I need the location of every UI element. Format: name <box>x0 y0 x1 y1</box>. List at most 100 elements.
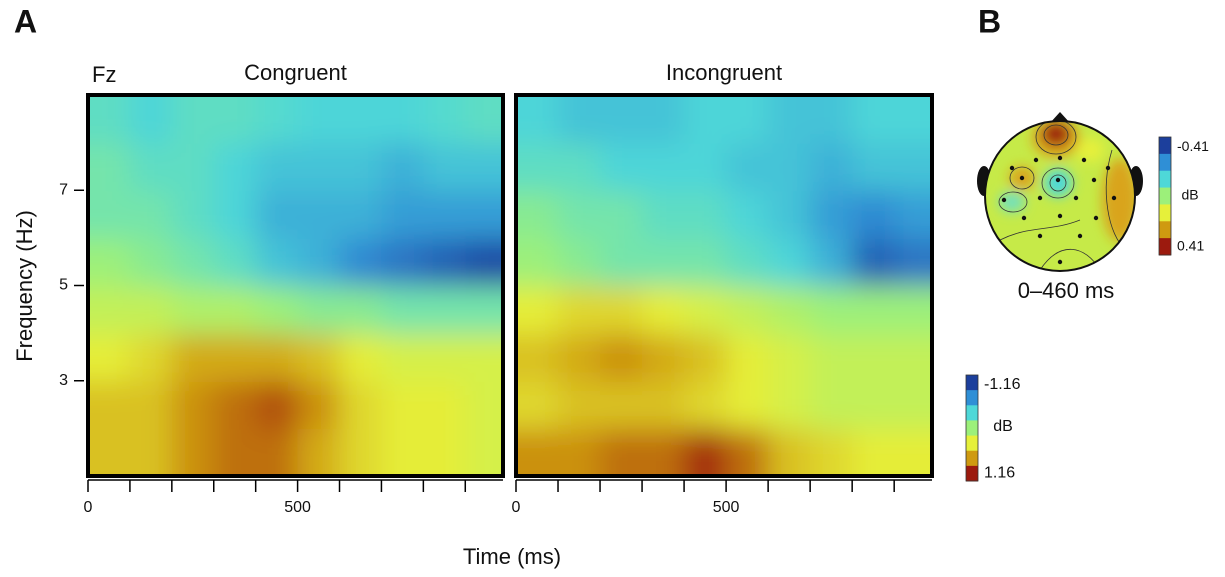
heatmap-cell <box>171 428 215 476</box>
colorbar-segment <box>1159 153 1171 172</box>
heatmap-cells <box>516 95 932 476</box>
heatmap-cell <box>88 190 131 239</box>
heatmap <box>516 95 932 476</box>
heatmap-cell <box>600 142 644 192</box>
heatmap-cell <box>297 142 341 192</box>
heatmap-cell <box>255 142 299 192</box>
heatmap-cell <box>894 285 932 335</box>
plot-frame <box>514 93 934 478</box>
x-axis-label: Time (ms) <box>463 544 561 569</box>
heatmap-cell <box>642 285 686 335</box>
heatmap-cell <box>339 333 383 382</box>
colorbar-segment <box>966 375 978 391</box>
heatmap-cell <box>642 428 686 476</box>
x-tick-label: 0 <box>512 499 521 516</box>
heatmap-cell <box>423 190 467 239</box>
heatmap-cell <box>558 237 602 287</box>
heatmap-cell <box>558 95 602 144</box>
heatmap-cell <box>171 190 215 239</box>
heatmap-cell <box>381 190 425 239</box>
heatmap-cell <box>516 237 560 287</box>
colorbar-segment <box>1159 221 1171 239</box>
heatmap-cell <box>684 237 728 287</box>
colorbar-tick-label: -0.41 <box>1177 138 1209 154</box>
heatmap-cell <box>255 333 299 382</box>
panel-title: Incongruent <box>666 60 782 85</box>
heatmap-cell <box>339 142 383 192</box>
x-tick-label: 500 <box>713 499 740 516</box>
heatmap-cell <box>516 380 560 430</box>
heatmap-cell <box>516 333 560 382</box>
heatmap-cell <box>423 285 467 335</box>
heatmap-cell <box>852 142 896 192</box>
heatmap-cell <box>894 380 932 430</box>
colorbar-segment <box>1159 170 1171 189</box>
heatmap-cell <box>381 95 425 144</box>
heatmap-cell <box>255 380 299 430</box>
x-tick-label: 0 <box>84 499 93 516</box>
heatmap-cell <box>558 333 602 382</box>
heatmap-cell <box>768 428 812 476</box>
heatmap-cell <box>894 190 932 239</box>
heatmap-cell <box>810 333 854 382</box>
heatmap-cell <box>213 380 257 430</box>
heatmap-cell <box>810 285 854 335</box>
heatmap-cell <box>768 190 812 239</box>
heatmap-cell <box>852 333 896 382</box>
heatmap-cell <box>213 190 257 239</box>
heatmap-cell <box>810 237 854 287</box>
heatmap-cell <box>465 142 503 192</box>
heatmap-cell <box>339 95 383 144</box>
heatmap-cell <box>171 142 215 192</box>
heatmap-cell <box>213 285 257 335</box>
heatmap-cell <box>600 95 644 144</box>
heatmap-cell <box>726 190 770 239</box>
heatmap-cell <box>894 428 932 476</box>
heatmap-cell <box>297 190 341 239</box>
heatmap-cell <box>768 380 812 430</box>
heatmap-cell <box>516 190 560 239</box>
heatmap-cell <box>171 285 215 335</box>
heatmap-cell <box>768 142 812 192</box>
heatmap-cell <box>768 285 812 335</box>
heatmap-cell <box>213 95 257 144</box>
heatmap-cell <box>600 333 644 382</box>
panel-title: Congruent <box>244 60 347 85</box>
heatmap-cell <box>852 428 896 476</box>
heatmap-cell <box>684 95 728 144</box>
heatmap-cell <box>768 95 812 144</box>
colorbar-segment <box>1159 238 1171 256</box>
heatmap-cell <box>129 428 173 476</box>
heatmap-cell <box>642 237 686 287</box>
heatmap-cell <box>129 95 173 144</box>
heatmap-cell <box>297 285 341 335</box>
heatmap-cell <box>171 333 215 382</box>
electrodes <box>1001 155 1117 265</box>
heatmap-cell <box>88 142 131 192</box>
colorbar-label: dB <box>1181 187 1198 203</box>
colorbar-segment <box>966 465 978 482</box>
heatmap <box>88 95 503 476</box>
heatmap-cell <box>213 333 257 382</box>
heatmap-cell <box>894 333 932 382</box>
heatmap-cell <box>297 237 341 287</box>
head-outline <box>984 120 1136 272</box>
heatmap-cell <box>88 285 131 335</box>
heatmap-cell <box>726 428 770 476</box>
heatmap-cell <box>726 95 770 144</box>
heatmap-cell <box>465 190 503 239</box>
heatmap-cell <box>600 380 644 430</box>
channel-label: Fz <box>92 62 116 87</box>
heatmap-cell <box>465 237 503 287</box>
heatmap-cell <box>297 380 341 430</box>
heatmap-cell <box>129 285 173 335</box>
heatmap-cell <box>381 428 425 476</box>
heatmap-cell <box>642 95 686 144</box>
heatmap-cell <box>810 380 854 430</box>
heatmap-cell <box>381 142 425 192</box>
heatmap-cell <box>213 142 257 192</box>
colorbar-tick-label: -1.16 <box>984 376 1021 393</box>
heatmap-cell <box>339 285 383 335</box>
heatmap-cell <box>381 333 425 382</box>
heatmap-cell <box>129 333 173 382</box>
